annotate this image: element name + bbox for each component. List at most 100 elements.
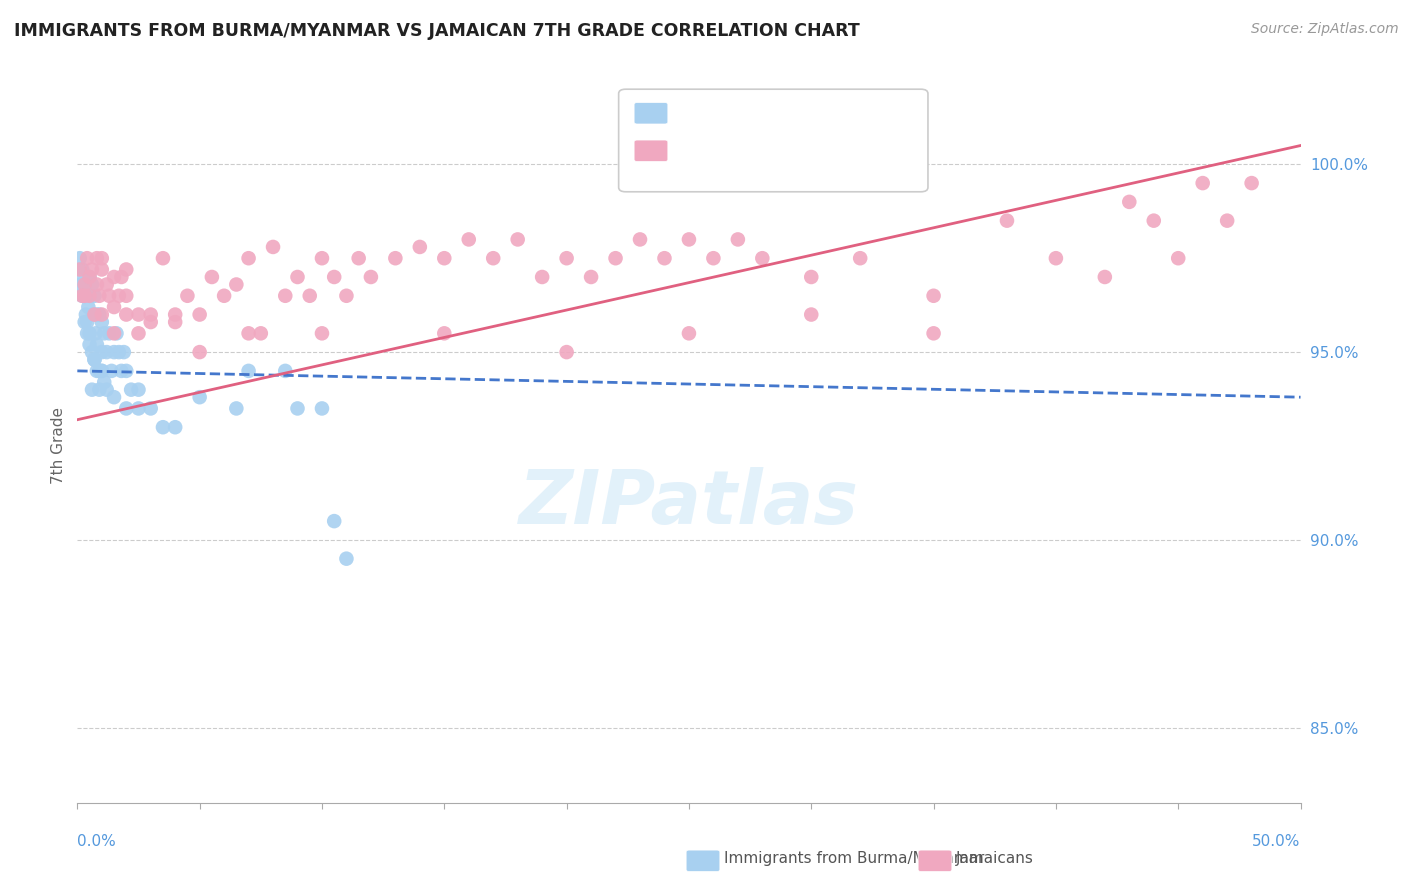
Point (83, 289, 105, 303)
Point (1191, 176, 1213, 190)
Point (90, 364, 112, 378)
Y-axis label: 7th Grade: 7th Grade (51, 408, 66, 484)
Point (311, 326, 333, 341)
Point (89, 308, 111, 322)
Point (77, 300, 100, 314)
Point (922, 289, 945, 303)
Point (79, 337, 101, 351)
Point (73, 277, 96, 292)
Point (678, 326, 700, 341)
Point (75, 308, 97, 322)
Text: Source: ZipAtlas.com: Source: ZipAtlas.com (1251, 22, 1399, 37)
Point (555, 345, 578, 359)
Text: Jamaicans: Jamaicans (956, 851, 1033, 865)
Point (93, 375, 115, 389)
Point (323, 270, 346, 285)
Point (128, 383, 150, 397)
Point (69, 251, 91, 265)
Point (96, 345, 118, 359)
Point (86, 308, 108, 322)
Point (98, 289, 121, 303)
Point (311, 401, 333, 416)
Point (108, 345, 131, 359)
Point (86, 337, 108, 351)
Point (702, 251, 724, 265)
Point (287, 401, 309, 416)
Point (128, 326, 150, 341)
Point (103, 345, 125, 359)
Point (287, 270, 309, 285)
Point (76, 289, 98, 303)
Point (105, 326, 128, 341)
Point (115, 364, 138, 378)
Point (323, 514, 346, 528)
Point (506, 232, 529, 246)
Point (79, 270, 101, 285)
Point (103, 300, 125, 314)
Point (335, 289, 357, 303)
Point (128, 308, 150, 322)
Point (89, 383, 111, 397)
Point (98, 326, 121, 341)
Point (76, 251, 98, 265)
Point (83, 352, 105, 367)
Point (225, 277, 247, 292)
Text: IMMIGRANTS FROM BURMA/MYANMAR VS JAMAICAN 7TH GRADE CORRELATION CHART: IMMIGRANTS FROM BURMA/MYANMAR VS JAMAICA… (14, 22, 860, 40)
Point (69, 262, 91, 277)
Point (96, 383, 118, 397)
Point (360, 270, 382, 285)
Point (115, 308, 138, 322)
Point (849, 251, 872, 265)
Point (139, 315, 162, 329)
Point (90, 262, 112, 277)
Point (83, 352, 105, 367)
Point (250, 326, 273, 341)
Text: 0.0%: 0.0% (77, 834, 117, 849)
Point (139, 401, 162, 416)
Point (800, 308, 823, 322)
Point (79, 289, 101, 303)
Point (176, 289, 198, 303)
Point (89, 364, 111, 378)
Point (311, 251, 333, 265)
Point (457, 232, 479, 246)
Point (110, 364, 132, 378)
Point (152, 420, 174, 434)
Point (93, 326, 115, 341)
Point (115, 289, 138, 303)
Point (238, 364, 260, 378)
Point (188, 345, 211, 359)
Point (79, 289, 101, 303)
Point (90, 345, 112, 359)
Point (82, 308, 104, 322)
Point (84, 326, 107, 341)
Point (72, 270, 94, 285)
Point (727, 232, 749, 246)
Text: ZIPatlas: ZIPatlas (519, 467, 859, 540)
Point (1240, 176, 1263, 190)
Point (70, 262, 93, 277)
Point (384, 251, 406, 265)
Point (70, 289, 93, 303)
Point (80, 262, 103, 277)
Point (654, 251, 676, 265)
Point (115, 262, 138, 277)
Point (1167, 251, 1189, 265)
Point (79, 270, 101, 285)
Point (70, 289, 93, 303)
Point (103, 326, 125, 341)
Point (110, 270, 132, 285)
Point (1143, 213, 1166, 227)
Point (90, 308, 112, 322)
Point (139, 308, 162, 322)
Point (262, 240, 284, 254)
Point (433, 251, 456, 265)
Point (433, 326, 456, 341)
Point (1094, 270, 1116, 285)
Point (76, 315, 98, 329)
Point (165, 420, 187, 434)
Point (80, 277, 103, 292)
Text: R =  0.380   N = 84: R = 0.380 N = 84 (672, 142, 834, 160)
Point (531, 270, 554, 285)
Point (800, 270, 823, 285)
